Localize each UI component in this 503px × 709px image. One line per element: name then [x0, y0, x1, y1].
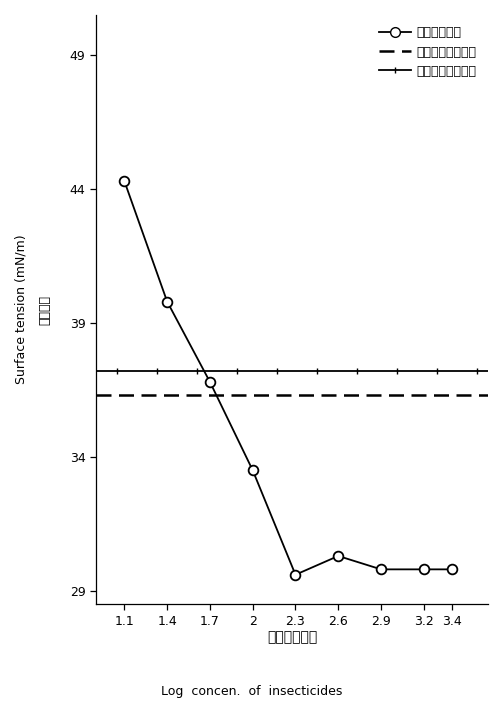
X-axis label: 药剂浓度对数: 药剂浓度对数 — [267, 630, 317, 644]
Text: 表面张力: 表面张力 — [38, 294, 51, 325]
Legend: 杀虫单微乳剂, 甘蓝临界表面张力, 水稻临界表面张力: 杀虫单微乳剂, 甘蓝临界表面张力, 水稻临界表面张力 — [374, 21, 482, 83]
Text: Log  concen.  of  insecticides: Log concen. of insecticides — [161, 685, 342, 698]
Y-axis label: Surface tension (mN/m): Surface tension (mN/m) — [15, 235, 28, 384]
